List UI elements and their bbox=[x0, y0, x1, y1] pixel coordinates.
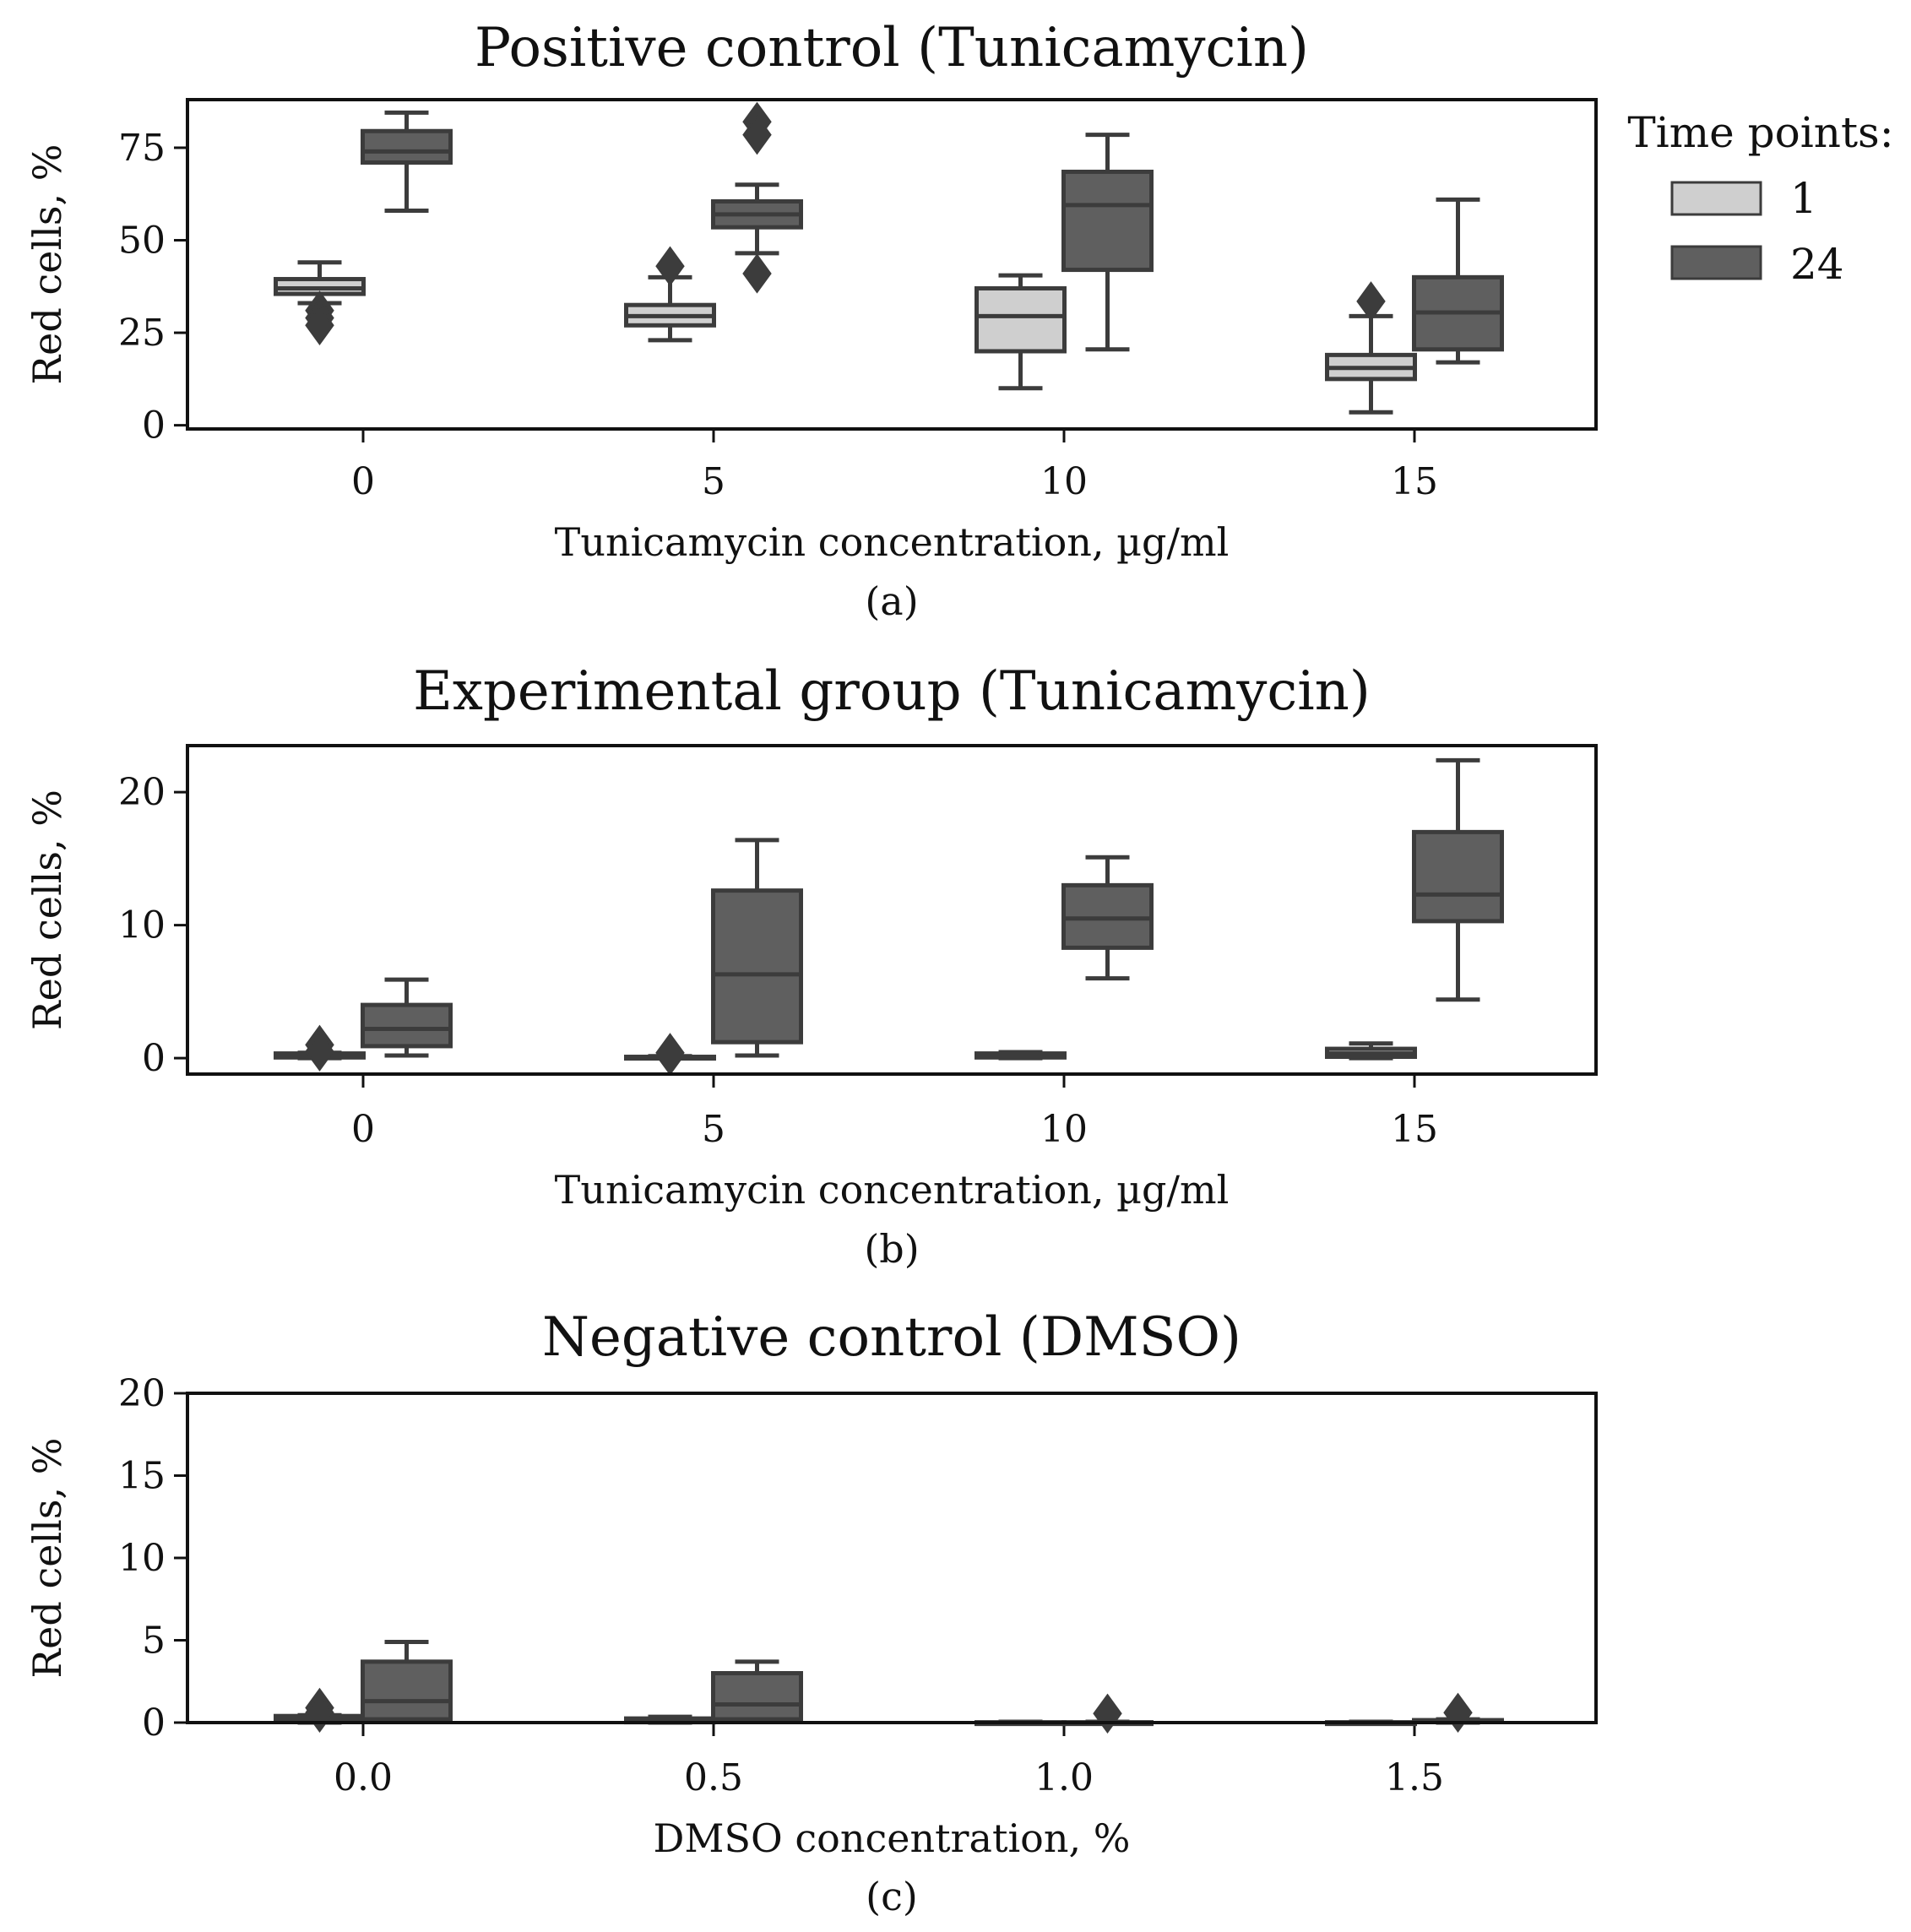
panels: Positive control (Tunicamycin)0255075Red… bbox=[24, 17, 1598, 1919]
y-tick-label: 0 bbox=[142, 1701, 166, 1745]
outlier-marker bbox=[1443, 1692, 1473, 1734]
x-tick-label: 1.0 bbox=[1034, 1756, 1094, 1799]
y-tick-label: 5 bbox=[142, 1620, 166, 1663]
box-1-5 bbox=[624, 246, 716, 343]
outlier-marker bbox=[742, 114, 772, 155]
box-24-5 bbox=[711, 101, 803, 294]
box-body bbox=[711, 1671, 803, 1722]
plot-frame bbox=[186, 744, 1598, 1076]
box-body bbox=[711, 888, 803, 1045]
x-tick-label: 1.5 bbox=[1385, 1756, 1444, 1799]
y-tick-label: 15 bbox=[118, 1455, 166, 1498]
y-tick-label: 20 bbox=[118, 1372, 166, 1415]
panel-caption: (b) bbox=[864, 1226, 919, 1272]
box-1-10 bbox=[975, 1050, 1067, 1061]
box-body bbox=[361, 1002, 453, 1049]
box-24-10 bbox=[1061, 133, 1154, 352]
box-body bbox=[1412, 829, 1504, 924]
panel-caption: (a) bbox=[865, 578, 918, 624]
box-1-15 bbox=[1325, 1041, 1417, 1061]
x-tick-label: 5 bbox=[702, 1108, 725, 1151]
x-tick-label: 15 bbox=[1391, 460, 1438, 503]
legend-label-1: 1 bbox=[1790, 174, 1817, 223]
x-tick-label: 15 bbox=[1391, 1108, 1438, 1151]
y-axis-label: Red cells, % bbox=[24, 144, 70, 385]
box-1-0 bbox=[274, 260, 366, 346]
box-1-0.0 bbox=[274, 1687, 366, 1734]
x-tick-label: 5 bbox=[702, 460, 725, 503]
box-24-10 bbox=[1061, 855, 1154, 981]
x-axis-label: Tunicamycin concentration, µg/ml bbox=[555, 519, 1230, 565]
y-axis-label: Red cells, % bbox=[24, 1438, 70, 1679]
box-24-1.5 bbox=[1412, 1692, 1504, 1734]
box-body bbox=[361, 1659, 453, 1722]
outlier-marker bbox=[742, 253, 772, 294]
x-tick-label: 0 bbox=[351, 460, 375, 503]
outlier-marker bbox=[655, 246, 685, 286]
box-24-15 bbox=[1412, 757, 1504, 1002]
box-1-5 bbox=[624, 1033, 716, 1076]
y-tick-label: 10 bbox=[118, 904, 166, 947]
y-axis-label: Red cells, % bbox=[24, 790, 70, 1030]
plot-frame bbox=[186, 98, 1598, 431]
panel-title: Positive control (Tunicamycin) bbox=[475, 17, 1309, 79]
box-24-1.0 bbox=[1061, 1693, 1154, 1734]
outlier-marker bbox=[305, 1031, 334, 1072]
box-body bbox=[1061, 169, 1154, 273]
box-1-0 bbox=[274, 1024, 366, 1072]
box-body bbox=[361, 128, 453, 165]
box-body bbox=[975, 285, 1067, 354]
box-24-5 bbox=[711, 838, 803, 1058]
y-tick-label: 20 bbox=[118, 771, 166, 814]
plot-frame bbox=[186, 1392, 1598, 1724]
box-1-15 bbox=[1325, 281, 1417, 415]
box-24-0.0 bbox=[361, 1639, 453, 1723]
outlier-marker bbox=[1093, 1693, 1122, 1734]
box-1-10 bbox=[975, 273, 1067, 391]
legend-swatch-24 bbox=[1670, 245, 1762, 280]
x-tick-label: 0 bbox=[351, 1108, 375, 1151]
x-tick-label: 0.5 bbox=[684, 1756, 743, 1799]
box-24-0 bbox=[361, 110, 453, 213]
panel-title: Experimental group (Tunicamycin) bbox=[413, 660, 1371, 723]
y-tick-label: 50 bbox=[118, 220, 166, 263]
x-tick-label: 0.0 bbox=[334, 1756, 393, 1799]
legend-swatch-1 bbox=[1670, 181, 1762, 216]
legend: Time points: 1 24 bbox=[1627, 108, 1893, 289]
legend-title: Time points: bbox=[1627, 108, 1893, 157]
outlier-marker bbox=[305, 305, 334, 346]
x-axis-label: Tunicamycin concentration, µg/ml bbox=[555, 1167, 1230, 1213]
panel-1: Positive control (Tunicamycin)0255075Red… bbox=[24, 17, 1598, 624]
outlier-marker bbox=[1356, 281, 1386, 322]
y-tick-label: 25 bbox=[118, 312, 166, 355]
panel-title: Negative control (DMSO) bbox=[542, 1306, 1241, 1369]
box-24-0.5 bbox=[711, 1659, 803, 1723]
x-tick-label: 10 bbox=[1040, 460, 1088, 503]
x-tick-label: 10 bbox=[1040, 1108, 1088, 1151]
y-tick-label: 0 bbox=[142, 404, 166, 448]
legend-label-24: 24 bbox=[1790, 240, 1844, 289]
panel-caption: (c) bbox=[866, 1874, 918, 1919]
outlier-marker bbox=[655, 1035, 685, 1076]
box-24-15 bbox=[1412, 197, 1504, 365]
panel-3: Negative control (DMSO) 0 5 10 15 20 Red cells… bbox=[24, 1306, 1598, 1919]
y-tick-label: 10 bbox=[118, 1537, 166, 1580]
outlier-marker bbox=[305, 1692, 334, 1734]
x-axis-label: DMSO concentration, % bbox=[654, 1815, 1131, 1861]
box-24-0 bbox=[361, 977, 453, 1058]
panel-2: Experimental group (Tunicamycin) 0 10 20 Red… bbox=[24, 660, 1598, 1272]
y-tick-label: 0 bbox=[142, 1037, 166, 1080]
y-tick-label: 75 bbox=[118, 127, 166, 170]
